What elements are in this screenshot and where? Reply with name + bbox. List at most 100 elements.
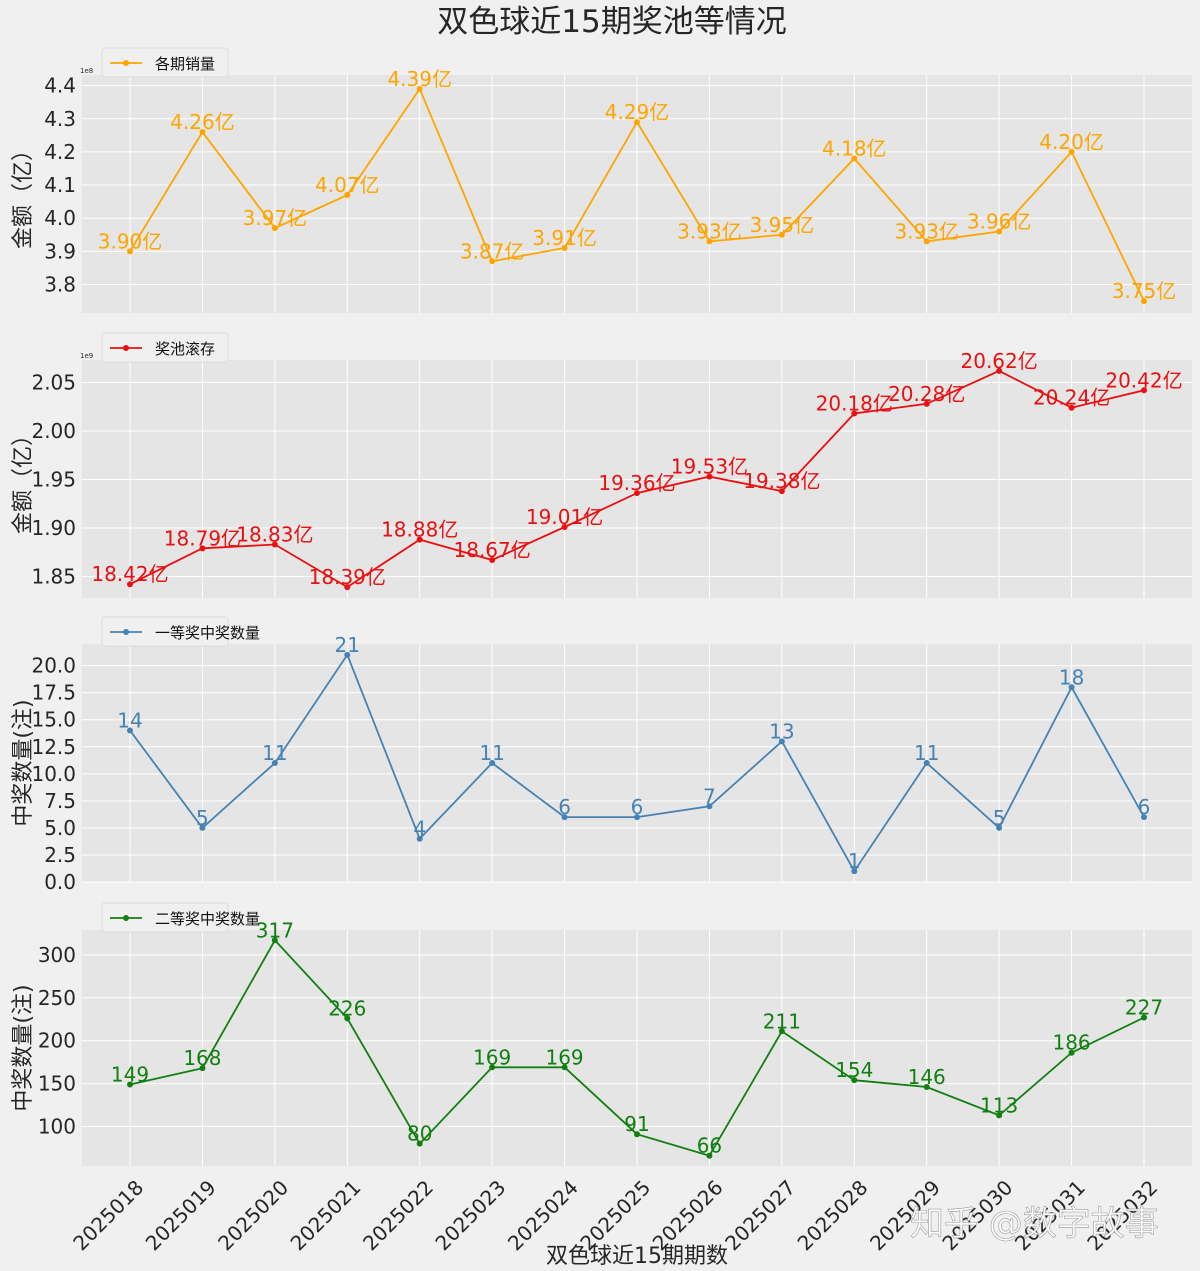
data-label: 14	[117, 709, 142, 733]
data-label: 7	[703, 784, 716, 808]
data-label: 4.07亿	[315, 173, 380, 197]
data-point	[923, 400, 930, 407]
data-point	[416, 85, 423, 92]
data-point	[634, 119, 640, 126]
data-point	[344, 1015, 351, 1022]
data-label: 13	[769, 719, 794, 743]
subplots: 3.8 3.9 4.0 4.1 4.2 4.3 4.4 1e8 金额（亿） 3.90亿 4.26亿 3…	[11, 47, 1192, 1166]
legend: 各期销量	[101, 47, 229, 78]
y-offset-text: 1e9	[80, 352, 93, 360]
data-point	[489, 556, 496, 563]
legend-frame	[101, 616, 229, 647]
data-point	[996, 1112, 1003, 1119]
data-label: 4.26亿	[170, 110, 235, 134]
data-label: 91	[624, 1112, 649, 1136]
data-point	[127, 1081, 133, 1088]
data-label: 186	[1052, 1031, 1090, 1055]
data-point	[127, 581, 133, 588]
data-point	[127, 727, 133, 734]
data-point	[778, 231, 785, 238]
data-label: 3.90亿	[98, 229, 163, 253]
y-tick-label: 300	[38, 943, 76, 967]
data-point	[1141, 814, 1147, 821]
y-tick-label: 5.0	[44, 816, 76, 840]
y-offset-text: 1e8	[80, 67, 93, 75]
data-point	[923, 1084, 930, 1091]
data-point	[923, 760, 930, 766]
y-tick-label: 4.4	[44, 74, 76, 98]
data-point	[271, 937, 278, 944]
data-label: 169	[545, 1045, 583, 1069]
data-point	[271, 760, 278, 766]
data-point	[199, 129, 206, 136]
data-label: 11	[914, 741, 939, 765]
data-point	[127, 248, 133, 255]
data-label: 4.18亿	[822, 137, 887, 161]
legend-swatch-marker	[123, 345, 129, 351]
data-point	[344, 584, 351, 591]
y-tick-label: 4.1	[44, 173, 76, 197]
legend-frame	[101, 902, 229, 933]
data-label: 3.96亿	[967, 209, 1032, 233]
y-tick-label: 4.0	[44, 206, 76, 230]
data-point	[489, 258, 496, 265]
data-label: 6	[631, 795, 644, 819]
y-tick-label: 2.00	[31, 419, 76, 443]
y-tick-label: 250	[38, 986, 76, 1010]
data-point	[778, 488, 785, 495]
data-label: 19.01亿	[526, 505, 603, 529]
legend-frame	[101, 47, 229, 78]
data-point	[1141, 1014, 1147, 1021]
y-tick-label: 1.85	[31, 564, 76, 588]
data-label: 11	[262, 741, 287, 765]
y-tick-label: 10.0	[31, 762, 76, 786]
data-label: 19.53亿	[671, 455, 748, 479]
data-label: 20.42亿	[1105, 368, 1182, 392]
watermark: 知乎 @数字故事	[910, 1204, 1159, 1244]
data-label: 80	[407, 1122, 432, 1146]
data-label: 113	[980, 1093, 1018, 1117]
data-label: 3.95亿	[750, 213, 815, 237]
y-tick-label: 4.3	[44, 107, 76, 131]
data-label: 149	[111, 1062, 149, 1086]
data-point	[561, 245, 568, 252]
data-label: 18.67亿	[454, 538, 531, 562]
data-label: 6	[1138, 795, 1151, 819]
y-tick-label: 150	[38, 1072, 76, 1096]
data-point	[778, 738, 785, 745]
y-axis-label: 中奖数量(注)	[11, 699, 36, 826]
y-tick-label: 100	[38, 1115, 76, 1139]
data-label: 3.93亿	[677, 219, 742, 243]
y-tick-label: 17.5	[31, 681, 76, 705]
data-label: 18.79亿	[164, 526, 241, 550]
data-point	[344, 191, 351, 198]
legend-label: 各期销量	[155, 55, 215, 73]
data-label: 20.28亿	[888, 382, 965, 406]
data-label: 4.20亿	[1039, 130, 1104, 154]
data-point	[416, 1140, 423, 1147]
data-point	[923, 238, 930, 245]
data-label: 6	[558, 795, 571, 819]
y-tick-label: 15.0	[31, 708, 76, 732]
data-label: 18.83亿	[236, 522, 313, 546]
data-point	[634, 1131, 640, 1138]
data-label: 169	[473, 1045, 511, 1069]
data-point	[561, 1064, 568, 1071]
y-tick-label: 200	[38, 1029, 76, 1053]
x-axis-label: 双色球近15期期数	[546, 1244, 728, 1269]
data-point	[416, 536, 423, 543]
data-label: 317	[256, 918, 294, 942]
legend-swatch-marker	[123, 915, 129, 921]
data-label: 211	[763, 1009, 801, 1033]
subplot-3: 0.0 2.5 5.0 7.5 10.0 12.5 15.0 17.5 20.0 中奖数量(注) 1…	[11, 616, 1192, 894]
data-label: 66	[697, 1134, 722, 1158]
data-label: 20.24亿	[1033, 386, 1110, 410]
data-label: 5	[993, 806, 1006, 830]
y-tick-label: 1.95	[31, 467, 76, 491]
legend: 奖池滚存	[101, 332, 229, 363]
data-point	[706, 1152, 713, 1159]
y-axis-label: 中奖数量(注)	[11, 984, 36, 1111]
data-point	[1141, 387, 1147, 394]
legend-frame	[101, 332, 229, 363]
data-label: 1	[848, 849, 861, 873]
